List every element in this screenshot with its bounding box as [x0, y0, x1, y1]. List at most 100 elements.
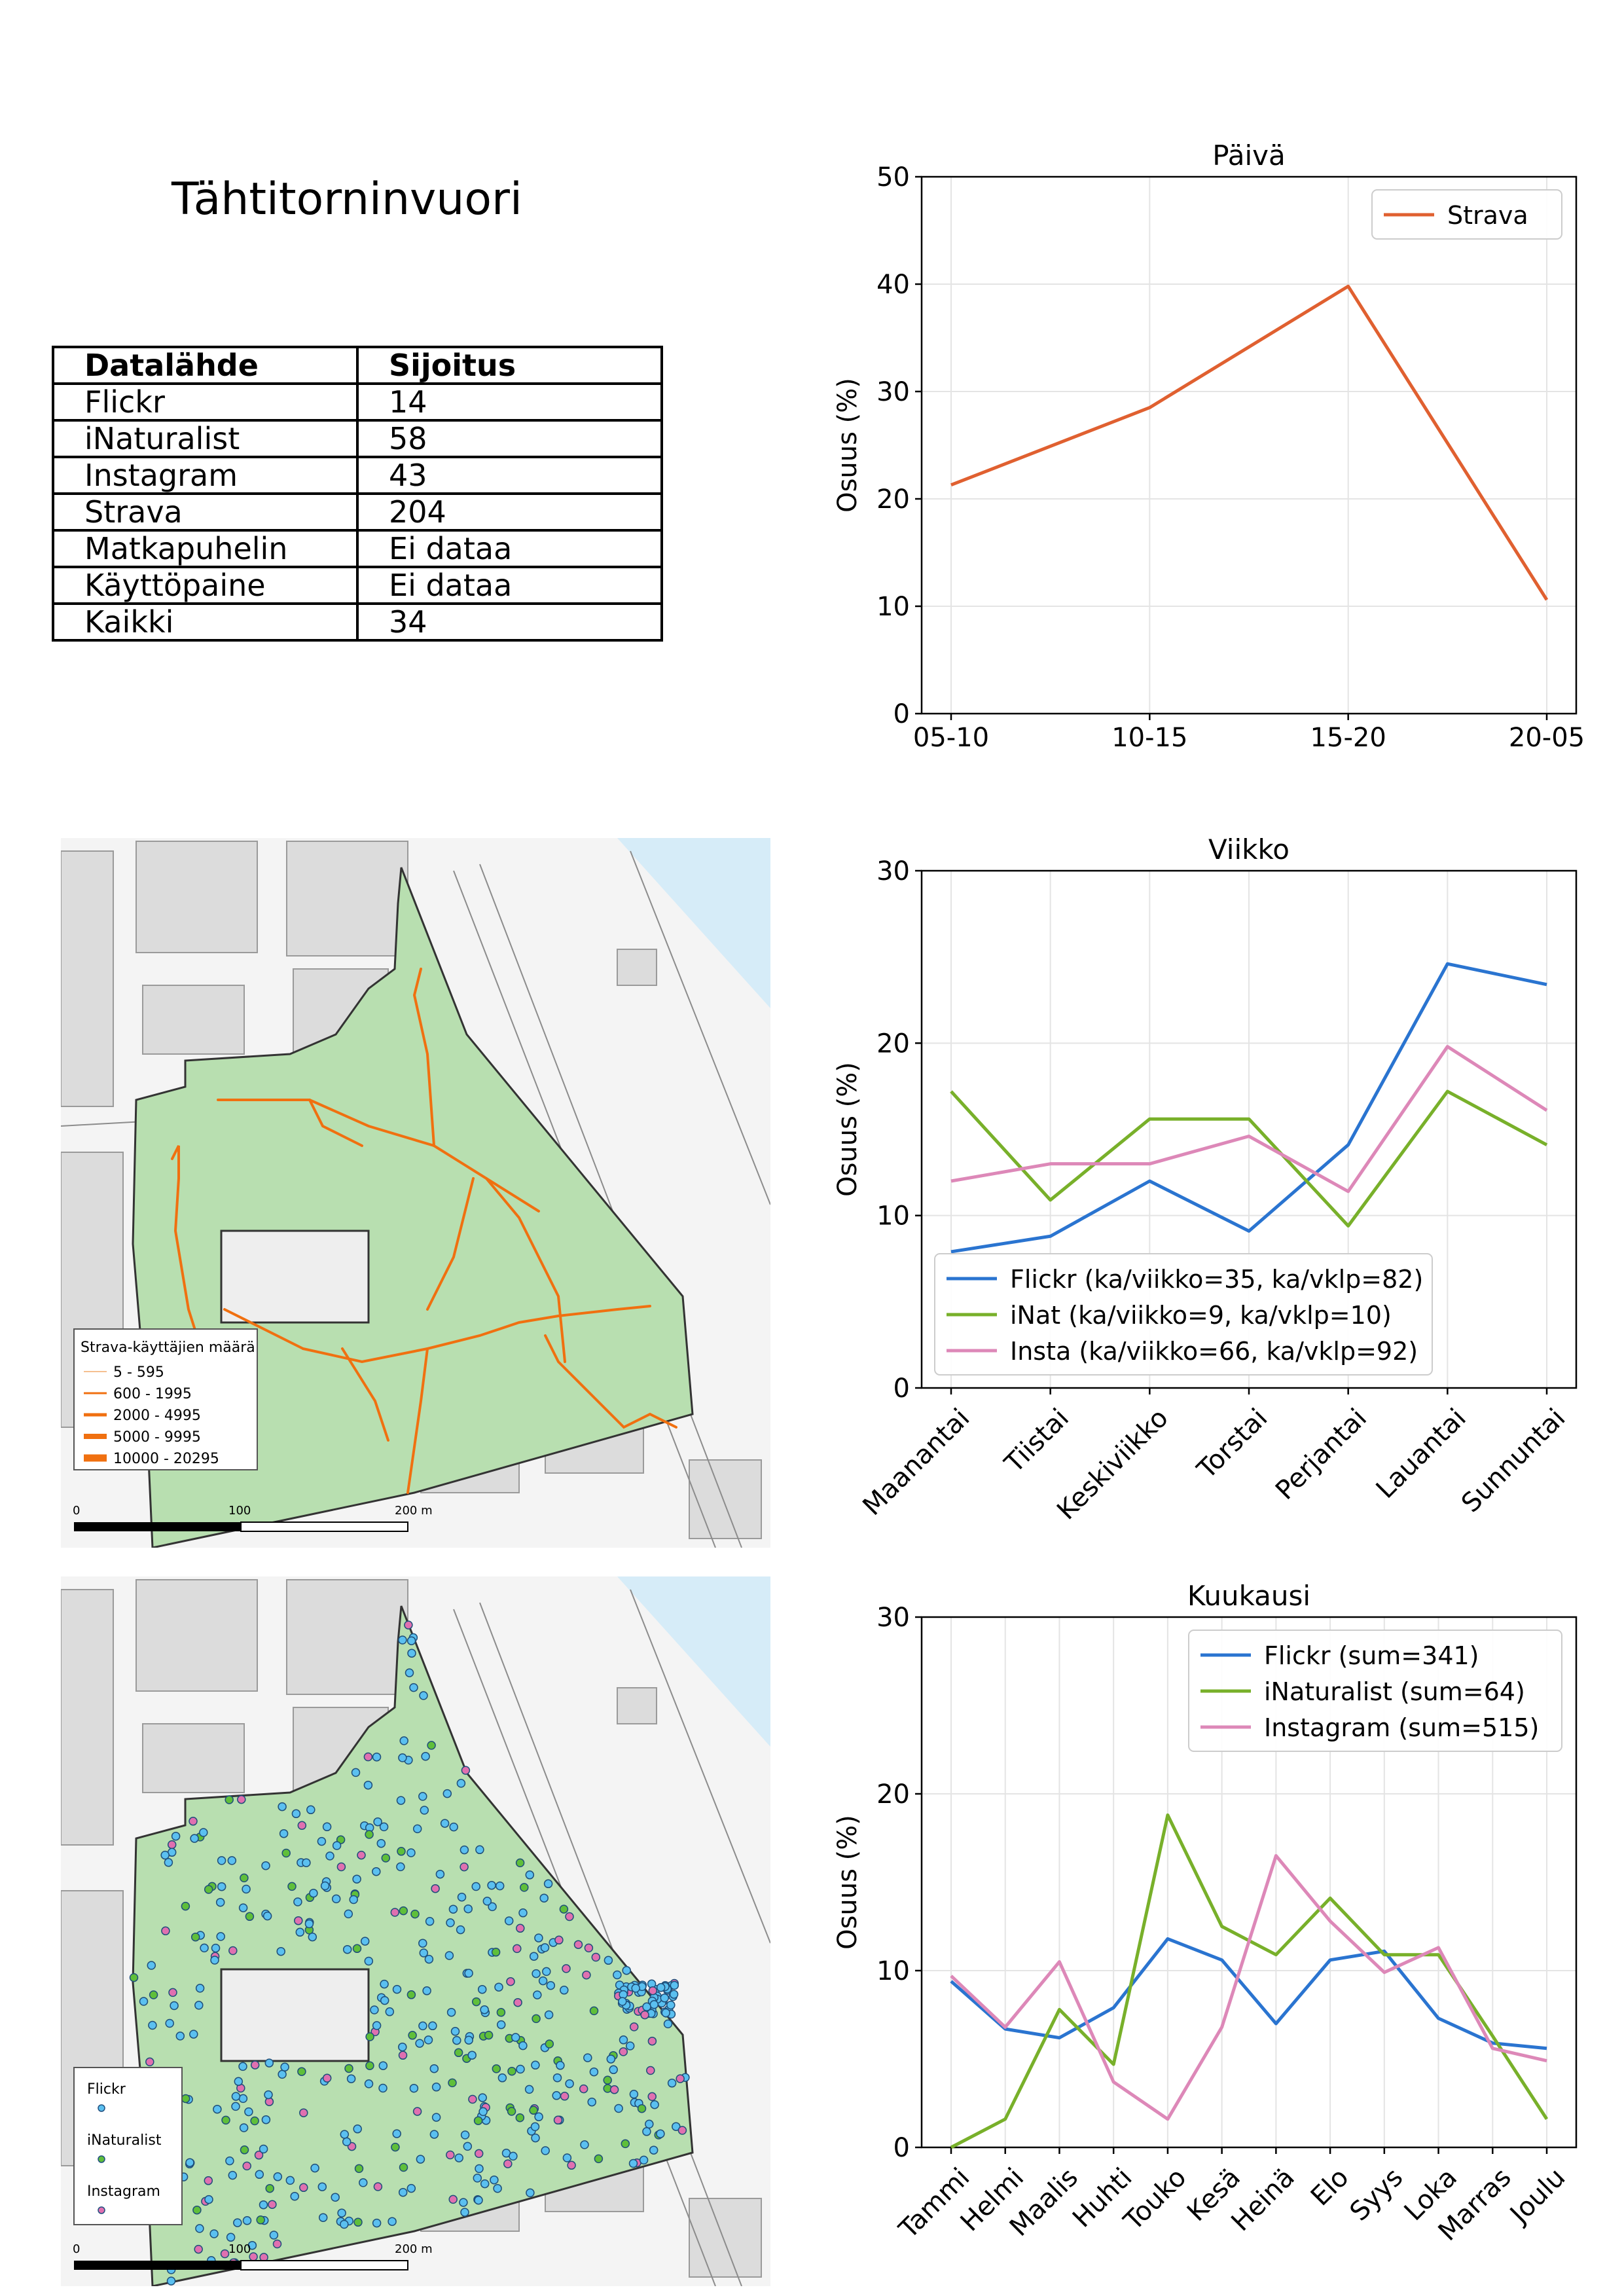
- observation-point: [541, 2146, 550, 2155]
- observation-point: [492, 2064, 501, 2073]
- table-row: Kaikki 34: [52, 602, 663, 642]
- series-line: [950, 1854, 1547, 2121]
- observation-point: [259, 2200, 268, 2210]
- observation-point: [349, 1895, 358, 1904]
- legend-label: Flickr (ka/viikko=35, ka/vklp=82): [1010, 1265, 1423, 1294]
- observation-point: [279, 1829, 289, 1838]
- observation-point: [506, 1977, 515, 1986]
- legend-item: 600 - 1995: [113, 1386, 192, 1402]
- observation-point: [460, 2208, 469, 2217]
- observation-point: [166, 2276, 176, 2286]
- y-tick-label: 30: [876, 377, 910, 407]
- observation-point: [216, 1932, 225, 1941]
- observation-point: [240, 2145, 249, 2155]
- observation-point: [398, 1635, 407, 1645]
- observation-point: [397, 1847, 406, 1856]
- observation-point: [446, 2150, 455, 2160]
- observation-point: [495, 1881, 505, 1891]
- observation-point: [672, 2122, 681, 2131]
- observation-point: [160, 1850, 170, 1860]
- observation-point: [431, 1884, 440, 1893]
- cell-rank: 58: [356, 419, 663, 458]
- observation-point: [231, 2092, 241, 2101]
- observation-point: [273, 2172, 283, 2181]
- observation-point: [269, 2231, 279, 2240]
- observation-point: [378, 2083, 388, 2093]
- observation-point: [471, 1882, 480, 1891]
- cell-rank: 204: [356, 492, 663, 532]
- observation-point: [168, 1988, 177, 1997]
- observation-point: [431, 2113, 441, 2122]
- legend-label: Strava: [1447, 201, 1528, 230]
- observation-point: [604, 1956, 613, 1965]
- x-tick-label: 20-05: [1509, 723, 1585, 753]
- observation-point: [399, 2162, 408, 2172]
- observatory-building: [220, 1230, 370, 1324]
- observation-point: [365, 2032, 374, 2041]
- table-row: Instagram 43: [52, 456, 663, 495]
- observation-point: [332, 1841, 342, 1850]
- observation-point: [408, 2031, 417, 2040]
- observation-point: [515, 2113, 525, 2123]
- observation-point: [239, 2123, 249, 2132]
- observation-point: [463, 2141, 473, 2151]
- y-tick-label: 50: [876, 162, 910, 192]
- observation-point: [226, 2232, 236, 2242]
- observation-point: [587, 2097, 596, 2107]
- scale-label-200: 200 m: [395, 1504, 433, 1518]
- plot-frame: [920, 175, 1578, 715]
- observation-point: [337, 2208, 346, 2217]
- legend-item: 10000 - 20295: [113, 1451, 219, 1467]
- observation-point: [381, 1853, 391, 1863]
- cell-source: Instagram: [52, 456, 359, 495]
- observation-point: [409, 2083, 419, 2093]
- observation-point: [504, 1916, 514, 1925]
- observation-point: [412, 1824, 422, 1834]
- observation-point: [619, 2047, 628, 2056]
- observation-point: [409, 1683, 418, 1692]
- observation-point: [195, 2224, 204, 2233]
- observation-point: [552, 2091, 561, 2100]
- points-map: Flickr iNaturalist Instagram 0 100 200 m: [61, 1576, 770, 2286]
- observation-point: [449, 1822, 458, 1832]
- scale-label-0: 0: [73, 1504, 80, 1518]
- observation-point: [456, 1925, 465, 1935]
- observation-point: [199, 1828, 208, 1837]
- observation-point: [363, 1780, 373, 1790]
- observation-point: [364, 2079, 374, 2088]
- observation-point: [649, 2000, 659, 2009]
- observation-point: [618, 1997, 627, 2006]
- observation-point: [242, 1884, 251, 1894]
- observation-point: [256, 2215, 265, 2225]
- y-tick-label: 10: [876, 1956, 910, 1986]
- y-tick-label: 10: [876, 592, 910, 622]
- observation-point: [647, 2092, 657, 2102]
- observation-point: [373, 1817, 382, 1827]
- observation-point: [676, 2074, 685, 2083]
- observation-point: [456, 1779, 466, 1788]
- plot-frame: [920, 1616, 1578, 2149]
- observation-point: [261, 1861, 270, 1870]
- observation-point: [344, 1909, 353, 1919]
- observation-point: [297, 1821, 307, 1831]
- legend-title: Strava-käyttäjien määrä: [81, 1339, 255, 1356]
- chart-title: Viikko: [1208, 833, 1290, 866]
- observation-point: [503, 2159, 513, 2168]
- observation-point: [164, 1858, 173, 1867]
- observation-point: [416, 2155, 425, 2164]
- table-row: Matkapuhelin Ei dataa: [52, 529, 663, 568]
- observation-point: [560, 1986, 569, 1995]
- observation-point: [204, 1885, 213, 1894]
- observation-point: [145, 2057, 154, 2067]
- observation-point: [667, 2079, 677, 2088]
- cell-rank: 14: [356, 382, 663, 422]
- observation-point: [420, 1806, 429, 1815]
- observation-point: [656, 2129, 665, 2138]
- observation-point: [281, 1848, 291, 1858]
- observation-point: [427, 1741, 436, 1750]
- observation-point: [238, 1903, 248, 1912]
- observation-point: [629, 2022, 639, 2032]
- table-row: Flickr 14: [52, 382, 663, 422]
- observation-point: [418, 2021, 427, 2031]
- observation-point: [468, 2094, 477, 2104]
